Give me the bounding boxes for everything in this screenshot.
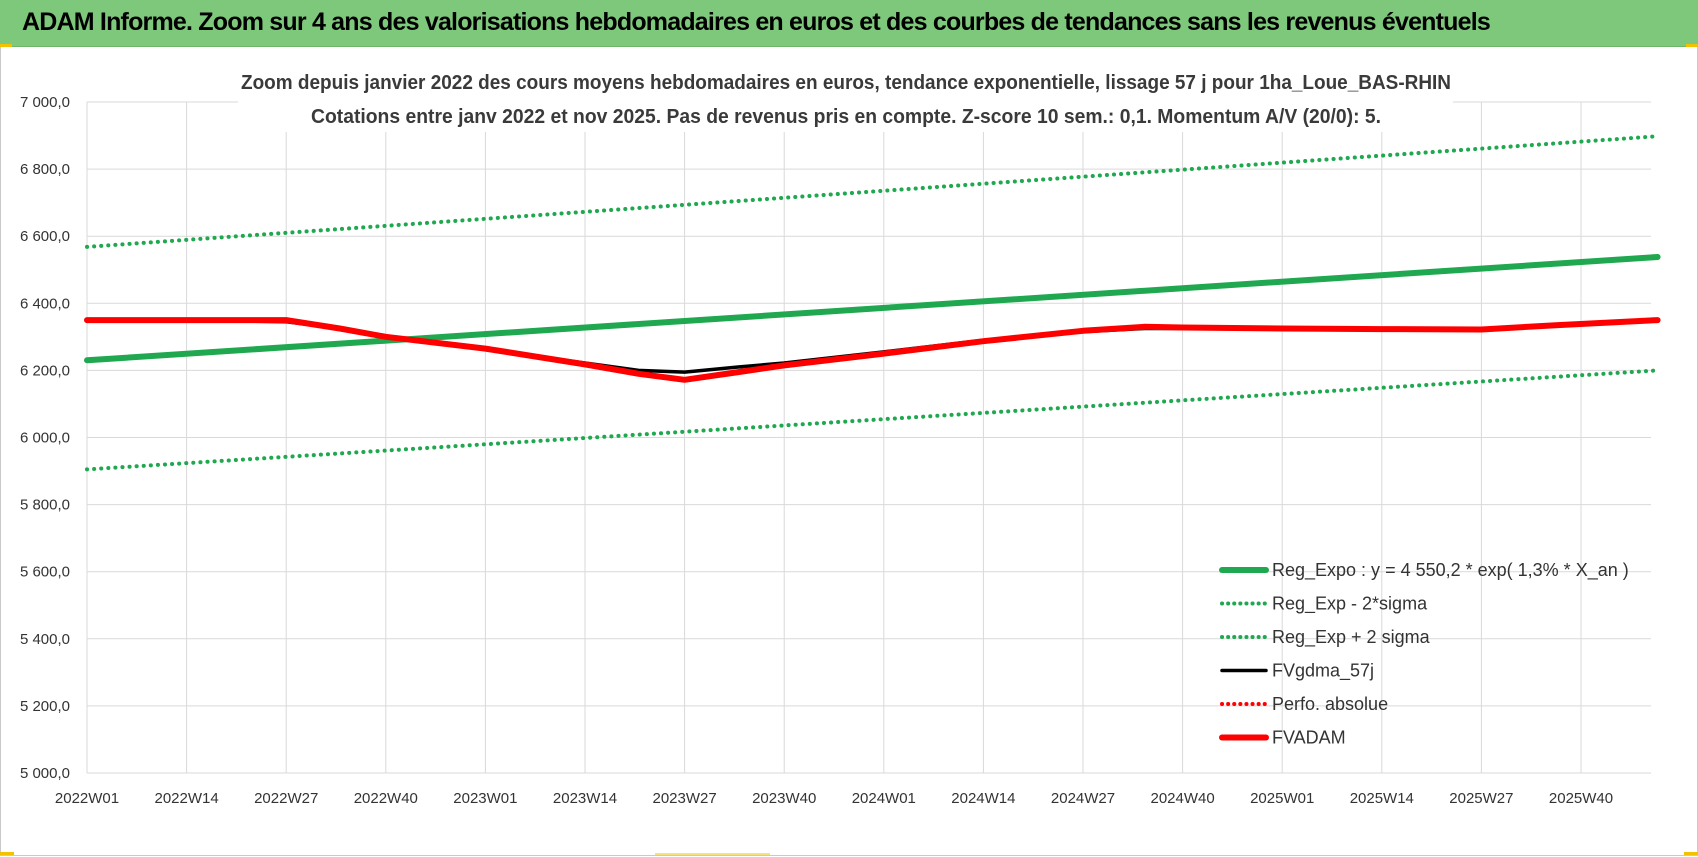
- x-axis-ticks: 2022W01 2022W14 2022W27 2022W40 2023W01 2023W…: [55, 790, 1613, 807]
- x-tick-label: 2022W14: [154, 790, 218, 807]
- legend-label: Reg_Exp - 2*sigma: [1272, 594, 1428, 615]
- corner-marker-bottom-right: [1684, 852, 1698, 855]
- x-tick-label: 2024W14: [951, 790, 1015, 807]
- chart-legend: Reg_Expo : y = 4 550,2 * exp( 1,3% * X_a…: [1219, 560, 1629, 748]
- header-banner: ADAM Informe. Zoom sur 4 ans des valoris…: [0, 0, 1698, 47]
- chart-title: Zoom depuis janvier 2022 des cours moyen…: [241, 72, 1451, 94]
- series-line-1: [85, 368, 1660, 472]
- x-tick-label: 2023W40: [752, 790, 816, 807]
- x-tick-label: 2022W40: [354, 790, 418, 807]
- page-title: ADAM Informe. Zoom sur 4 ans des valoris…: [22, 8, 1491, 36]
- legend-label: Perfo. absolue: [1272, 694, 1388, 714]
- series-line-5: [84, 317, 1661, 383]
- x-tick-label: 2024W01: [852, 790, 916, 807]
- x-tick-label: 2025W40: [1549, 790, 1613, 807]
- x-tick-label: 2023W01: [453, 790, 517, 807]
- y-tick-label: 6 600,0: [20, 228, 70, 245]
- chart-subtitle: Cotations entre janv 2022 et nov 2025. P…: [311, 106, 1381, 128]
- y-tick-label: 6 000,0: [20, 430, 70, 447]
- y-tick-label: 6 400,0: [20, 295, 70, 312]
- legend-label: Reg_Expo : y = 4 550,2 * exp( 1,3% * X_a…: [1272, 560, 1629, 581]
- x-tick-label: 2025W27: [1449, 790, 1513, 807]
- corner-marker-bottom-center: [655, 853, 770, 855]
- chart-grid: [86, 101, 1651, 774]
- y-tick-label: 6 800,0: [20, 161, 70, 178]
- chart-series: [84, 134, 1661, 472]
- x-tick-label: 2024W40: [1150, 790, 1214, 807]
- x-tick-label: 2025W14: [1350, 790, 1414, 807]
- y-tick-label: 5 200,0: [20, 698, 70, 715]
- y-tick-label: 5 000,0: [20, 765, 70, 782]
- legend-label: FVgdma_57j: [1272, 661, 1374, 682]
- chart-titles: Zoom depuis janvier 2022 des cours moyen…: [238, 64, 1453, 132]
- corner-marker-top-left: [0, 44, 12, 47]
- x-tick-label: 2022W01: [55, 790, 119, 807]
- corner-marker-top-right: [1686, 44, 1698, 47]
- y-tick-label: 5 800,0: [20, 497, 70, 514]
- legend-label: FVADAM: [1272, 728, 1346, 748]
- x-tick-label: 2022W27: [254, 790, 318, 807]
- x-tick-label: 2024W27: [1051, 790, 1115, 807]
- legend-label: Reg_Exp + 2 sigma: [1272, 627, 1431, 648]
- title-background: [238, 64, 1453, 132]
- y-tick-label: 6 200,0: [20, 362, 70, 379]
- corner-marker-bottom-left: [0, 852, 14, 855]
- y-tick-label: 7 000,0: [20, 94, 70, 111]
- y-axis-ticks: 7 000,0 6 800,0 6 600,0 6 400,0 6 200,0 6 000…: [20, 94, 70, 782]
- series-line-0: [84, 254, 1661, 364]
- x-tick-label: 2025W01: [1250, 790, 1314, 807]
- x-tick-label: 2023W27: [652, 790, 716, 807]
- y-tick-label: 5 400,0: [20, 631, 70, 648]
- series-line-2: [85, 134, 1660, 249]
- y-tick-label: 5 600,0: [20, 564, 70, 581]
- x-tick-label: 2023W14: [553, 790, 617, 807]
